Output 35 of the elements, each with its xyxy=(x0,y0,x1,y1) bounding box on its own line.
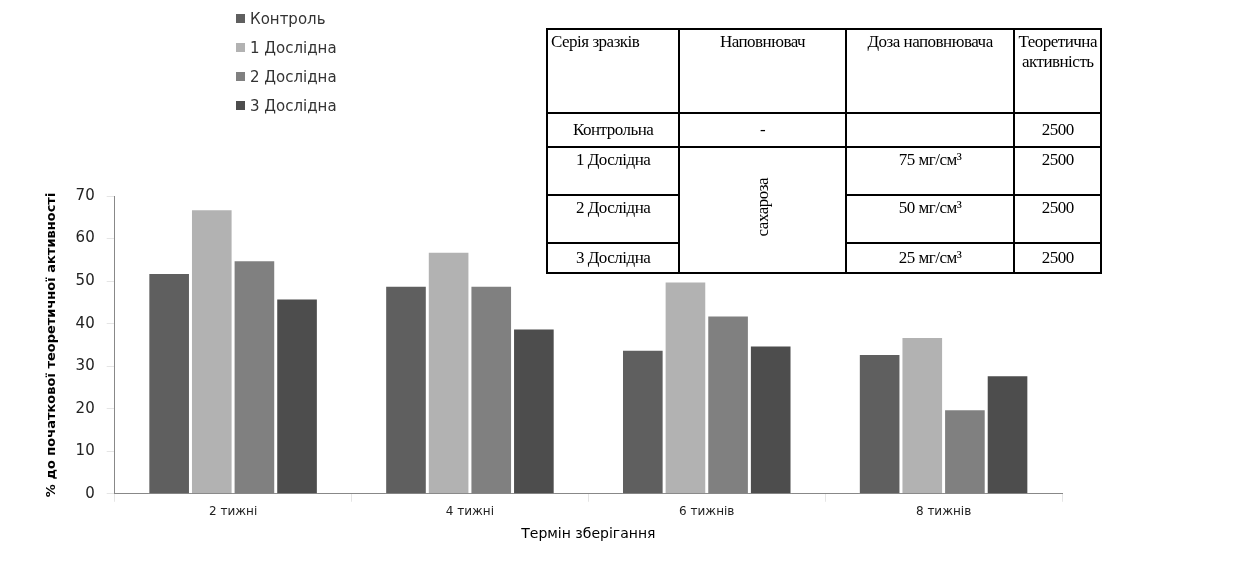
text: Наповнювач xyxy=(679,29,846,113)
y-tick-label: 40 xyxy=(75,313,95,332)
legend-label: 1 Дослідна xyxy=(250,38,337,57)
annotation: 2500 xyxy=(1014,243,1101,273)
text: Серія зразків xyxy=(547,29,680,113)
y-tick-label: 0 xyxy=(85,483,95,502)
annotation: 2 Дослідна xyxy=(547,195,680,243)
text: 2500 xyxy=(1014,147,1101,195)
text: 2500 xyxy=(1014,113,1101,147)
x-tick-label: 2 тижні xyxy=(208,504,258,519)
annotation: 3 Дослідна xyxy=(547,243,680,273)
y-tick-label: 50 xyxy=(75,270,95,289)
legend-label: Контроль xyxy=(250,9,326,28)
y-tick-label: 20 xyxy=(75,398,95,417)
y-tick-label: 30 xyxy=(75,356,95,375)
text: - xyxy=(679,113,846,147)
legend-label: 2 Дослідна xyxy=(250,67,337,86)
text: Теоретична активність xyxy=(1014,29,1101,113)
y-tick-label: 10 xyxy=(75,441,95,460)
text: 1 Дослідна xyxy=(547,147,680,195)
legend-label: 3 Дослідна xyxy=(250,96,337,115)
text: 75 мг/см³ xyxy=(845,147,1015,195)
x-tick-label: 4 тижні xyxy=(445,504,495,519)
text: Доза наповнювача xyxy=(845,29,1015,113)
x-tick-label: 6 тижнів xyxy=(679,504,735,519)
y-tick-label: 70 xyxy=(75,185,95,204)
annotation: 2500 xyxy=(1014,195,1101,243)
annotation: сахароза xyxy=(752,178,773,237)
y-axis-title: % до початкової теоретичної активності xyxy=(43,192,59,498)
x-axis-title: Термін зберігання xyxy=(520,525,656,542)
annotation: 25 мг/см³ xyxy=(845,243,1015,273)
x-tick-label: 8 тижнів xyxy=(915,504,972,519)
text: Контрольна xyxy=(547,113,680,147)
y-tick-label: 60 xyxy=(75,228,95,247)
annotation: 50 мг/см³ xyxy=(845,195,1015,243)
